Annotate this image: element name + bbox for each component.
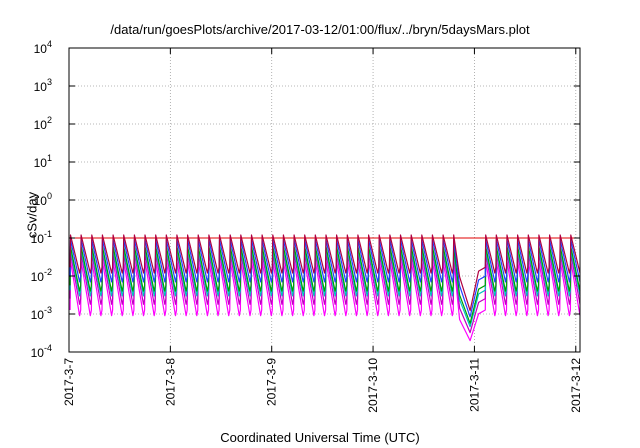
x-tick-label: 2017-3-9 [265,358,279,406]
x-axis-label: Coordinated Universal Time (UTC) [220,430,420,445]
x-tick-label: 2017-3-8 [163,358,177,406]
y-tick-label: 10-4 [31,343,52,360]
y-tick-label: 10-1 [31,229,52,246]
y-axis-label: cSv/day [24,191,40,239]
y-tick-label: 103 [34,77,52,94]
y-tick-label: 104 [34,39,52,56]
y-tick-label: 10-2 [31,267,52,284]
series-line-6 [69,234,581,312]
y-tick-label: 100 [34,191,52,208]
chart-title: /data/run/goesPlots/archive/2017-03-12/0… [110,22,530,37]
y-tick-label: 101 [34,153,52,170]
x-tick-label: 2017-3-11 [467,358,481,412]
x-tick-label: 2017-3-10 [366,358,380,413]
y-tick-label: 10-3 [31,305,52,322]
x-tick-label: 2017-3-7 [62,358,76,406]
y-tick-label: 102 [34,115,52,132]
x-tick-label: 2017-3-12 [569,358,583,413]
